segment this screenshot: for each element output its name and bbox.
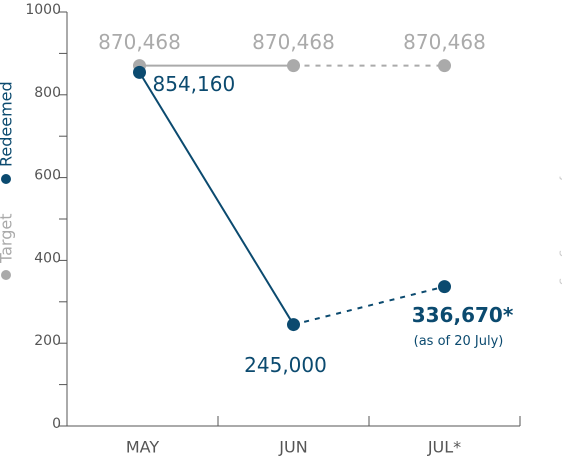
y-tick-label: 200 (34, 333, 61, 349)
legend-label: Redeemed (0, 81, 16, 167)
point (287, 318, 300, 332)
legend-marker (1, 270, 11, 280)
y-tick-label: 800 (34, 85, 61, 101)
footnote: *Cycle still ongoing (559, 160, 562, 286)
legend-label: Target (0, 214, 16, 265)
data-label: 870,468 (98, 30, 181, 54)
data-label: 854,160 (153, 72, 236, 96)
y-tick-label: 600 (34, 168, 61, 184)
point (438, 59, 451, 73)
data-label: 870,468 (403, 30, 486, 54)
series-line (138, 71, 295, 326)
legend-marker (1, 174, 11, 184)
y-tick-label: 400 (34, 250, 61, 266)
point (133, 65, 146, 79)
point (287, 59, 300, 73)
series-line (293, 285, 445, 326)
data-label: 336,670* (412, 303, 514, 327)
x-tick-label: MAY (126, 438, 160, 457)
data-label: 870,468 (252, 30, 335, 54)
legend: Target Redeemed (0, 81, 16, 280)
annotation: (as of 20 July) (414, 334, 504, 349)
x-tick-label: JUN (278, 438, 307, 457)
x-tick-label: JUL* (427, 438, 461, 457)
y-tick-label: 0 (52, 416, 61, 432)
y-tick-label: 1000 (25, 2, 61, 18)
point (438, 280, 451, 294)
data-label: 245,000 (244, 353, 327, 377)
